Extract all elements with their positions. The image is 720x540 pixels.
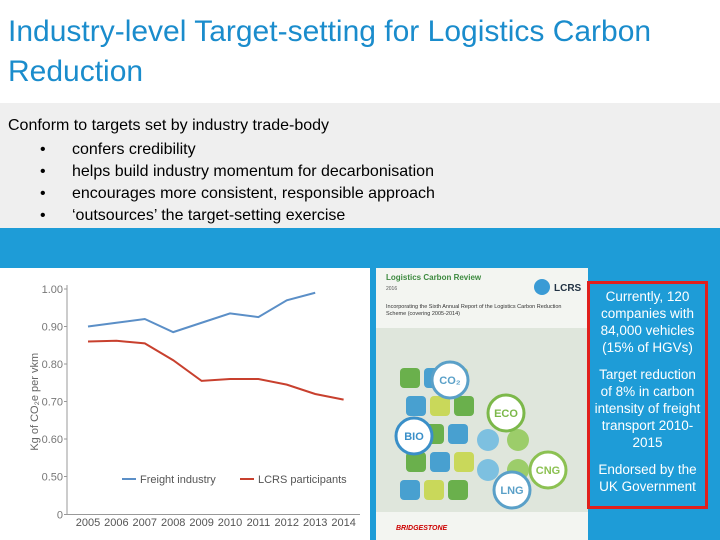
- x-tick-label: 2008: [161, 517, 185, 529]
- icon-badge: [430, 360, 470, 400]
- cover-title: Logistics Carbon Review: [386, 273, 482, 282]
- intro-lead: Conform to targets set by industry trade…: [8, 117, 330, 134]
- x-tick-label: 2010: [218, 517, 242, 529]
- icon-tile: [448, 424, 468, 444]
- x-tick-label: 2012: [275, 517, 299, 529]
- report-cover: Logistics Carbon Review 2016 LCRS Incorp…: [376, 268, 588, 540]
- y-axis-label: Kg of CO₂e per vkm: [29, 353, 41, 451]
- icon-tile: [406, 396, 426, 416]
- icon-tile: [454, 396, 474, 416]
- logo-icon: [534, 279, 550, 295]
- legend-label: Freight industry: [140, 474, 216, 486]
- y-tick-label: 0.90: [42, 322, 63, 334]
- icon-cluster: CO₂ ECO BIO CNG LNG: [394, 360, 568, 510]
- cover-year: 2016: [386, 286, 397, 292]
- intro-panel: Conform to targets set by industry trade…: [0, 103, 720, 228]
- icon-circle: [477, 429, 499, 451]
- icon-label: CO₂: [439, 375, 461, 387]
- cover-sponsor: BRIDGESTONE: [396, 525, 448, 532]
- chart: 0 0.50 0.60 0.70 0.80 0.90 1.00 2005 2006 2007 200…: [0, 268, 370, 540]
- cover-subtitle-box: Incorporating the Sixth Annual Report of…: [386, 304, 562, 317]
- cover-header: [376, 268, 588, 328]
- icon-circle: [507, 429, 529, 451]
- cover-footer: [376, 512, 588, 540]
- icon-label: ECO: [494, 408, 518, 420]
- icon-circle: [477, 459, 499, 481]
- x-tick-label: 2011: [247, 517, 271, 529]
- bullet: helps build industry momentum for decarb…: [40, 161, 435, 183]
- icon-badge: [486, 393, 526, 433]
- y-tick-label: 0.80: [42, 359, 63, 371]
- y-tick-label: 0: [57, 510, 63, 522]
- slide-title: Industry-level Target-setting for Logist…: [8, 15, 652, 88]
- x-tick-label: 2006: [104, 517, 128, 529]
- x-tick-label: 2007: [133, 517, 157, 529]
- icon-tile: [406, 452, 426, 472]
- y-tick-label: 0.70: [42, 397, 63, 409]
- icon-label: LNG: [500, 485, 523, 497]
- y-tick-label: 0.50: [42, 472, 63, 484]
- icon-label: CNG: [536, 465, 560, 477]
- icon-tile: [430, 452, 450, 472]
- icon-tile: [430, 396, 450, 416]
- x-tick-label: 2013: [303, 517, 327, 529]
- legend-label: LCRS participants: [258, 474, 347, 486]
- icon-tile: [424, 480, 444, 500]
- callout: Endorsed by the UK Government: [598, 462, 697, 494]
- icon-badge: [528, 450, 568, 490]
- bullet: ‘outsources’ the target-setting exercise: [40, 205, 435, 227]
- cover-subtitle: Incorporating the Sixth Annual Report of…: [386, 304, 562, 317]
- cover-logo: LCRS: [554, 283, 582, 294]
- icon-label: BIO: [404, 431, 424, 443]
- bullet-list: confers credibilityhelps build industry …: [40, 139, 435, 227]
- callout: Target reduction of 8% in carbon intensi…: [594, 367, 701, 450]
- bullet: confers credibility: [40, 139, 435, 161]
- icon-tile: [454, 452, 474, 472]
- icon-tile: [448, 480, 468, 500]
- callout-box: Currently, 120 companies with 84,000 veh…: [587, 281, 708, 509]
- icon-badge: [492, 470, 532, 510]
- y-tick-label: 1.00: [42, 284, 63, 296]
- x-tick-label: 2005: [76, 517, 100, 529]
- series-line: [87, 291, 316, 334]
- callout: Currently, 120 companies with 84,000 veh…: [600, 289, 695, 355]
- series-line: [87, 339, 344, 401]
- y-tick-label: 0.60: [42, 434, 63, 446]
- x-tick-label: 2014: [331, 517, 355, 529]
- icon-tile: [400, 480, 420, 500]
- chart-background: [0, 268, 370, 540]
- bullet: encourages more consistent, responsible …: [40, 183, 435, 205]
- icon-tile: [400, 368, 420, 388]
- x-tick-label: 2009: [189, 517, 213, 529]
- icon-badge: [394, 416, 434, 456]
